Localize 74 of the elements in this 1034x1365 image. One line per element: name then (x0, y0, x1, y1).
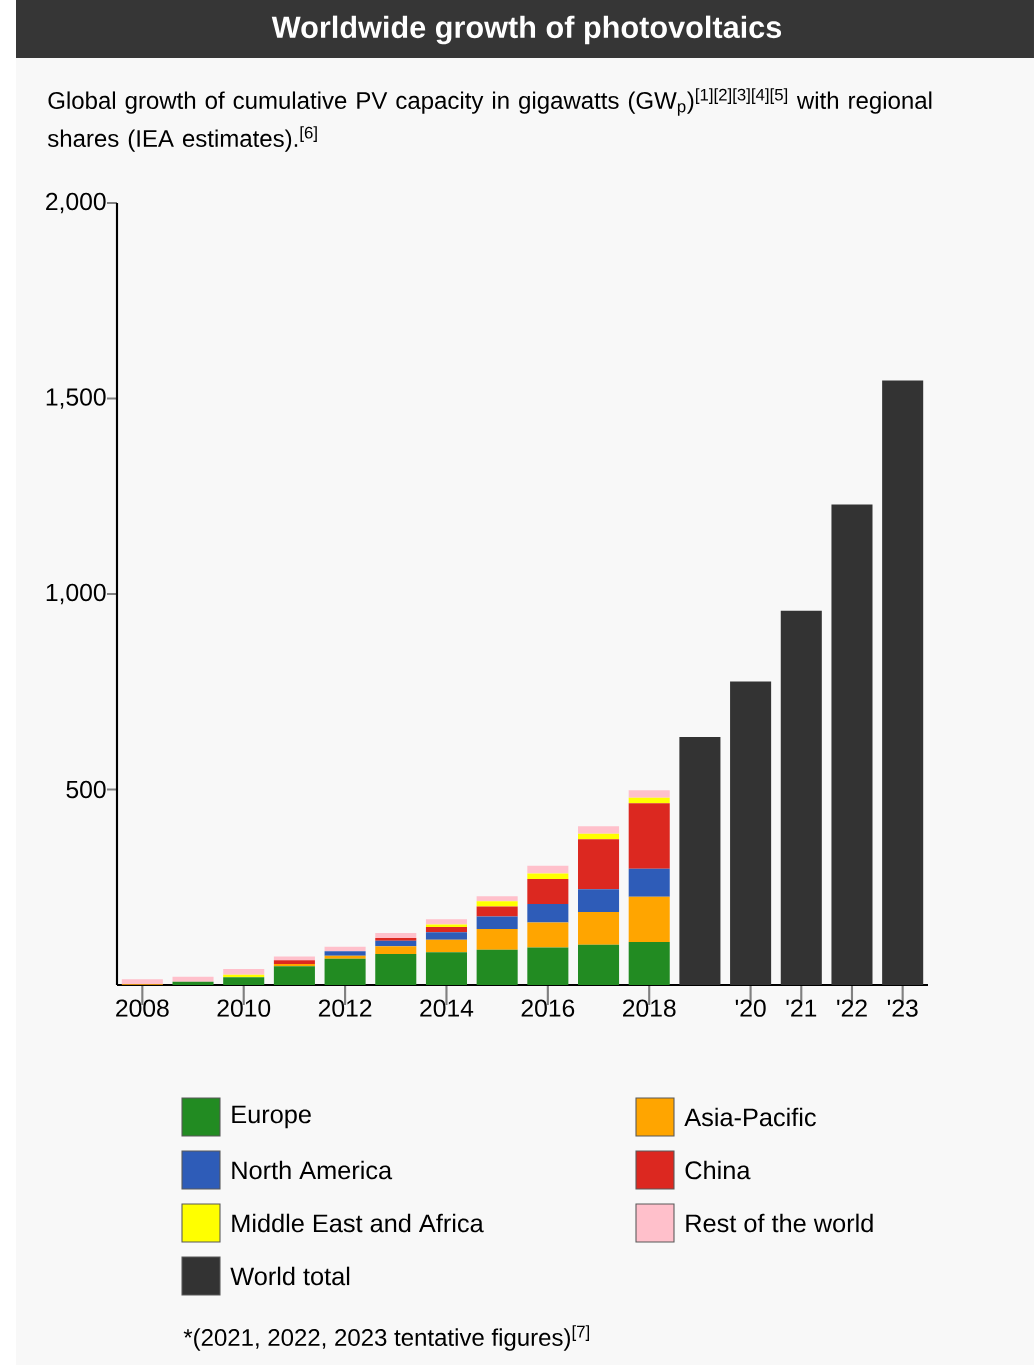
bar (476, 949, 518, 985)
bar (375, 946, 417, 955)
bar (527, 922, 569, 948)
legend-label: Asia-Pacific (684, 1107, 816, 1127)
bar (882, 380, 924, 985)
bar (628, 790, 670, 798)
y-tick-label: 2,000 (46, 192, 106, 214)
y-tick-label: 1,500 (46, 388, 106, 409)
bar (527, 879, 569, 905)
bar (476, 906, 518, 917)
bar (273, 966, 315, 985)
bar (324, 955, 366, 959)
legend-label: World total (230, 1266, 350, 1286)
x-tick-label: 2018 (623, 999, 676, 1017)
x-tick-label: '20 (735, 999, 766, 1017)
bar (578, 826, 620, 834)
bar (223, 977, 265, 985)
bar (425, 952, 467, 985)
bar (628, 896, 670, 942)
legend-label: Europe (232, 1105, 311, 1129)
x-tick-label: '23 (887, 999, 918, 1017)
bar (578, 839, 620, 890)
bar (578, 889, 620, 912)
bar (425, 939, 467, 953)
x-tick-label: 2014 (420, 999, 474, 1017)
bar (476, 896, 518, 902)
bar (476, 916, 518, 930)
x-tick-label: 2012 (318, 999, 372, 1017)
bar (324, 951, 366, 956)
bar (375, 932, 417, 939)
y-tick-label: 500 (66, 780, 106, 799)
text: *(2021, 2022, 2023 tentative figures)$^{[7]}$ (183, 1325, 590, 1351)
bar (628, 797, 670, 804)
legend-label: Middle East and Africa (232, 1213, 484, 1233)
bar (578, 944, 620, 985)
bar (730, 681, 772, 985)
bar (375, 940, 417, 947)
bar (527, 865, 569, 874)
bar (476, 901, 518, 907)
bar (425, 919, 467, 925)
x-tick-label: '22 (837, 999, 867, 1017)
bar (628, 803, 670, 869)
bar (628, 941, 670, 985)
bar (425, 932, 467, 940)
bar (172, 976, 214, 982)
legend-label: North America (232, 1160, 393, 1180)
bar (273, 956, 315, 961)
chart-title: Worldwide growth of photovoltaics (271, 15, 782, 45)
bar (628, 868, 670, 897)
x-tick-label: 2008 (116, 999, 169, 1017)
bar (425, 927, 467, 933)
bar (121, 979, 163, 985)
x-tick-label: 2016 (521, 999, 575, 1017)
x-tick-label: '21 (786, 999, 817, 1017)
bar (679, 737, 721, 985)
bar (578, 911, 620, 945)
bar (172, 981, 214, 985)
legend-label: Rest of the world (686, 1213, 873, 1233)
bar (578, 833, 620, 840)
legend-label: China (685, 1160, 751, 1180)
bar (375, 938, 417, 941)
text: Global growth of cumulative PV capacity in gigawatts (GW$_{p}$)$^{[1][2][3][4][5]}$ with regional shares (IEA estimates).$^{[6]}$ (47, 88, 932, 152)
bar (324, 958, 366, 985)
bar (527, 947, 569, 985)
bar (527, 904, 569, 923)
bar (780, 610, 822, 985)
bar (375, 954, 417, 985)
x-tick-label: 2010 (217, 999, 271, 1017)
bar (831, 504, 873, 985)
bar (527, 873, 569, 880)
bar (476, 929, 518, 950)
bar (223, 968, 265, 975)
bar (425, 924, 467, 928)
y-tick-label: 1,000 (46, 583, 106, 605)
